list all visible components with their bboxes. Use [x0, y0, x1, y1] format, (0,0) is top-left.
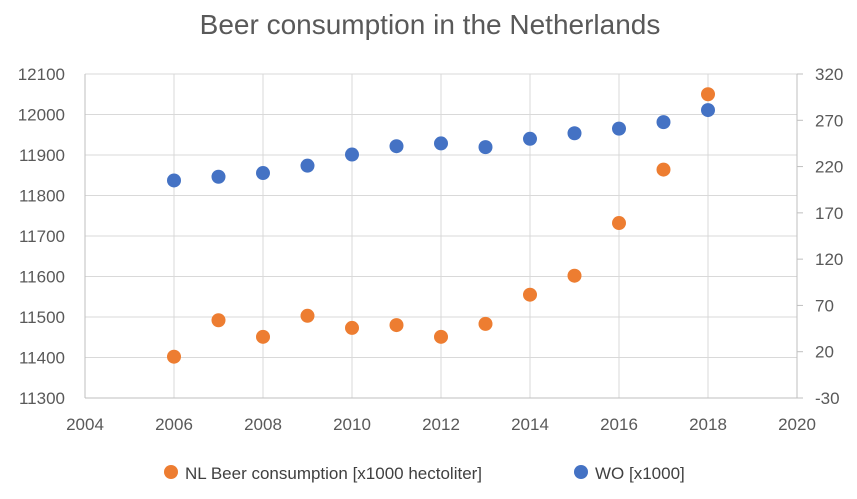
- y-right-tick-label: 220: [815, 158, 843, 177]
- axes: [84, 73, 803, 399]
- y-left-tick-label: 11600: [19, 268, 65, 287]
- beer-consumption-point: [389, 318, 404, 333]
- y-right-tick-label: 170: [815, 204, 843, 223]
- x-tick-label: 2016: [600, 415, 638, 434]
- legend: NL Beer consumption [x1000 hectoliter] WO…: [164, 464, 685, 483]
- beer-consumption-point: [256, 329, 270, 344]
- beer-consumption-point: [434, 329, 448, 344]
- y-left-tick-label: 11900: [19, 146, 65, 165]
- beer-consumption-point: [567, 268, 582, 283]
- legend-wo-marker: [574, 465, 588, 479]
- beer-consumption-point: [478, 316, 493, 331]
- legend-beer-consumption-marker: [164, 465, 178, 479]
- wo-point: [167, 173, 181, 188]
- tick-labels: 11300 11400 11500 11600 11700 11800 11900 12000…: [18, 65, 844, 434]
- wo-point: [478, 140, 493, 155]
- y-left-tick-label: 12100: [18, 65, 65, 84]
- chart-title: Beer consumption in the Netherlands: [200, 9, 661, 40]
- y-left-tick-label: 11700: [19, 227, 65, 246]
- wo-point: [389, 139, 404, 154]
- x-tick-label: 2010: [333, 415, 371, 434]
- x-tick-label: 2008: [244, 415, 282, 434]
- wo-point: [345, 147, 359, 162]
- y-left-tick-label: 11800: [19, 187, 65, 206]
- x-tick-label: 2020: [778, 415, 816, 434]
- beer-consumption-point: [167, 349, 181, 364]
- y-left-tick-label: 12000: [18, 106, 65, 125]
- wo-point: [300, 158, 315, 173]
- y-right-tick-label: 120: [815, 250, 843, 269]
- x-tick-label: 2018: [689, 415, 727, 434]
- x-tick-label: 2012: [422, 415, 460, 434]
- data-points: [167, 87, 715, 364]
- beer-consumption-point: [701, 87, 715, 102]
- wo-point: [434, 136, 448, 151]
- wo-point: [701, 103, 715, 118]
- gridlines: [85, 73, 798, 398]
- legend-wo-label: WO [x1000]: [595, 464, 685, 483]
- y-right-tick-label: 20: [815, 343, 834, 362]
- wo-point: [211, 169, 226, 184]
- legend-beer-consumption-label: NL Beer consumption [x1000 hectoliter]: [185, 464, 482, 483]
- x-tick-label: 2014: [511, 415, 549, 434]
- y-right-tick-label: 320: [815, 65, 843, 84]
- x-tick-label: 2004: [66, 415, 104, 434]
- wo-point: [656, 115, 671, 130]
- beer-consumption-point: [523, 287, 537, 302]
- beer-consumption-point: [612, 216, 626, 231]
- wo-point: [256, 166, 270, 181]
- y-left-tick-label: 11400: [19, 349, 65, 368]
- y-left-tick-label: 11300: [19, 389, 65, 408]
- beer-consumption-point: [656, 162, 671, 177]
- wo-point: [567, 126, 582, 141]
- beer-consumption-point: [300, 308, 315, 323]
- beer-consumption-point: [211, 313, 226, 328]
- wo-point: [612, 121, 626, 136]
- wo-point: [523, 131, 537, 146]
- beer-consumption-point: [345, 320, 359, 335]
- y-left-tick-label: 11500: [19, 308, 65, 327]
- y-right-tick-label: -30: [815, 389, 840, 408]
- y-right-tick-label: 70: [815, 296, 834, 315]
- x-tick-label: 2006: [155, 415, 193, 434]
- y-right-tick-label: 270: [815, 111, 843, 130]
